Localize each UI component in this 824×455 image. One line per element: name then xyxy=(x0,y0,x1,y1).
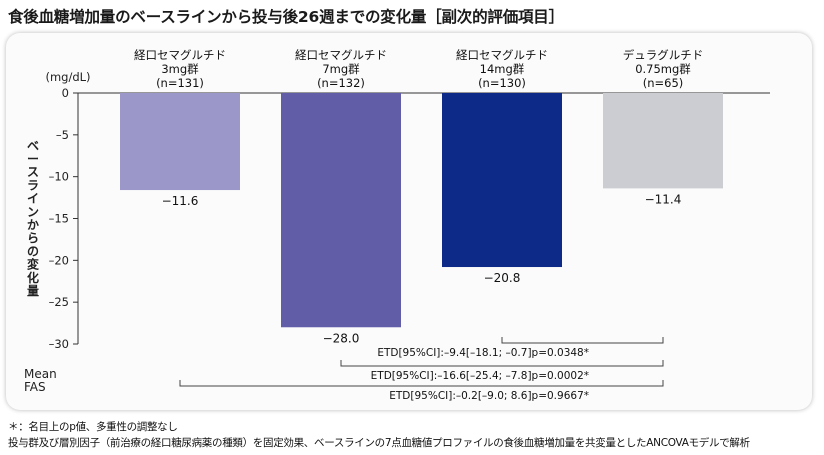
category-label-line2: 0.75mg群 xyxy=(635,62,691,76)
comparison-bracket xyxy=(340,360,664,367)
stat-label-fas: FAS xyxy=(24,380,46,394)
y-tick-label: –30 xyxy=(49,337,69,351)
category-label-line1: 経口セマグルチド xyxy=(456,48,548,62)
y-tick-label: –15 xyxy=(49,212,69,226)
bar xyxy=(442,93,562,268)
y-unit-label: (mg/dL) xyxy=(45,70,90,84)
y-tick-label: –10 xyxy=(49,170,69,184)
comparison-bracket xyxy=(501,337,664,344)
category-label-line3: (n=132) xyxy=(317,76,365,90)
category-label-line3: (n=130) xyxy=(478,76,526,90)
category-label-line1: 経口セマグルチド xyxy=(134,48,226,62)
category-label-line2: 3mg群 xyxy=(161,62,199,76)
y-tick-label: –25 xyxy=(49,295,69,309)
value-label: −11.4 xyxy=(645,192,682,206)
category-label-line3: (n=65) xyxy=(643,76,684,90)
comparison-label: ETD[95%CI]:–0.2[–9.0; 8.6]p=0.9667* xyxy=(389,390,589,402)
category-label-line2: 7mg群 xyxy=(322,62,360,76)
category-label-line3: (n=131) xyxy=(156,76,204,90)
bar-chart: (mg/dL) 0 –5 –10 –15 –20 –25 –30 ベースラインからの変化量 −11… xyxy=(24,48,770,402)
footnote-analysis: 投与群及び層別因子（前治療の経口糖尿病薬の種類）を固定効果、ベースラインの7点血… xyxy=(8,437,750,449)
comparison-bracket xyxy=(179,380,664,387)
y-axis-label: ベースラインからの変化量 xyxy=(27,139,40,298)
stat-label-mean: Mean xyxy=(24,367,57,381)
category-label-line1: デュラグルチド xyxy=(623,48,704,62)
y-tick-label: 0 xyxy=(62,86,69,100)
category-label-line2: 14mg群 xyxy=(480,62,525,76)
bar xyxy=(603,93,723,189)
value-label: −28.0 xyxy=(323,331,360,345)
y-tick-label: –5 xyxy=(56,128,69,142)
bar xyxy=(120,93,240,191)
footnote-pvalue: ＊：名目上のp値、多重性の調整なし xyxy=(8,421,178,433)
bar xyxy=(281,93,401,328)
chart-title: 食後血糖増加量のベースラインから投与後26週までの変化量［副次的評価項目］ xyxy=(8,8,564,26)
value-label: −11.6 xyxy=(162,194,199,208)
value-label: −20.8 xyxy=(484,271,521,285)
comparison-label: ETD[95%CI]:–16.6[–25.4; –7.8]p=0.0002* xyxy=(371,370,589,382)
y-tick-label: –20 xyxy=(49,253,69,267)
category-label-line1: 経口セマグルチド xyxy=(295,48,387,62)
comparison-label: ETD[95%CI]:–9.4[–18.1; –0.7]p=0.0348* xyxy=(377,347,589,359)
